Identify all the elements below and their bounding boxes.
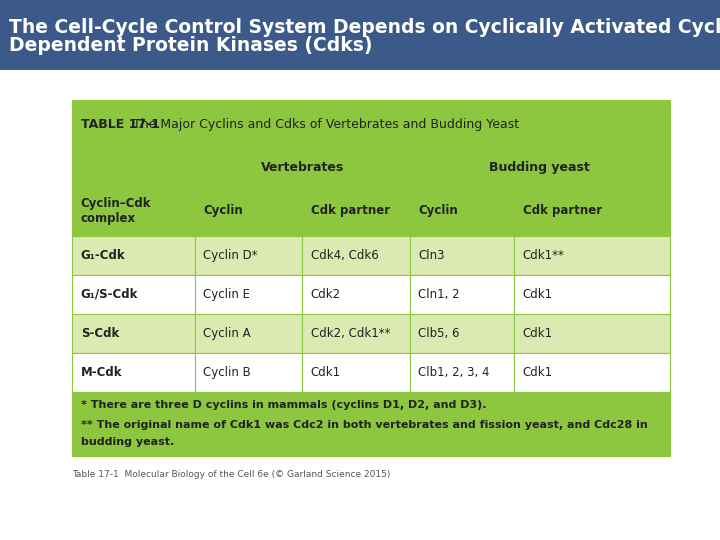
Text: The Cell-Cycle Control System Depends on Cyclically Activated Cyclin-: The Cell-Cycle Control System Depends on… (9, 18, 720, 37)
Text: Cyclin–Cdk
complex: Cyclin–Cdk complex (81, 197, 151, 225)
Text: Dependent Protein Kinases (Cdks): Dependent Protein Kinases (Cdks) (9, 36, 372, 55)
Text: * There are three D cyclins in mammals (cyclins D1, D2, and D3).: * There are three D cyclins in mammals (… (81, 400, 486, 410)
Text: Cdk2: Cdk2 (311, 288, 341, 301)
Text: Cdk4, Cdk6: Cdk4, Cdk6 (311, 248, 379, 261)
Text: Clb1, 2, 3, 4: Clb1, 2, 3, 4 (418, 366, 490, 379)
Text: Vertebrates: Vertebrates (261, 161, 343, 174)
Text: M-Cdk: M-Cdk (81, 366, 122, 379)
Text: Cln1, 2: Cln1, 2 (418, 288, 460, 301)
Text: G₁/S-Cdk: G₁/S-Cdk (81, 288, 138, 301)
Text: Cdk1: Cdk1 (523, 366, 553, 379)
Text: The Major Cyclins and Cdks of Vertebrates and Budding Yeast: The Major Cyclins and Cdks of Vertebrate… (133, 118, 519, 131)
Text: Cyclin B: Cyclin B (203, 366, 251, 379)
Text: Cdk partner: Cdk partner (523, 204, 602, 217)
Text: budding yeast.: budding yeast. (81, 437, 174, 447)
Text: Clb5, 6: Clb5, 6 (418, 327, 460, 340)
Text: Cdk1**: Cdk1** (523, 248, 564, 261)
Text: Cyclin A: Cyclin A (203, 327, 251, 340)
Text: TABLE 17-1: TABLE 17-1 (81, 118, 160, 131)
Text: Table 17-1  Molecular Biology of the Cell 6e (© Garland Science 2015): Table 17-1 Molecular Biology of the Cell… (72, 470, 390, 479)
Text: Cln3: Cln3 (418, 248, 445, 261)
Text: S-Cdk: S-Cdk (81, 327, 119, 340)
Text: ** The original name of Cdk1 was Cdc2 in both vertebrates and fission yeast, and: ** The original name of Cdk1 was Cdc2 in… (81, 421, 647, 430)
Text: Cyclin: Cyclin (418, 204, 458, 217)
Text: Cyclin D*: Cyclin D* (203, 248, 258, 261)
Text: Cdk partner: Cdk partner (311, 204, 390, 217)
Text: Cyclin: Cyclin (203, 204, 243, 217)
Text: Cdk1: Cdk1 (311, 366, 341, 379)
Text: Budding yeast: Budding yeast (490, 161, 590, 174)
Text: Cdk1: Cdk1 (523, 288, 553, 301)
Text: Cyclin E: Cyclin E (203, 288, 250, 301)
Text: Cdk2, Cdk1**: Cdk2, Cdk1** (311, 327, 390, 340)
Text: G₁-Cdk: G₁-Cdk (81, 248, 125, 261)
Text: Cdk1: Cdk1 (523, 327, 553, 340)
